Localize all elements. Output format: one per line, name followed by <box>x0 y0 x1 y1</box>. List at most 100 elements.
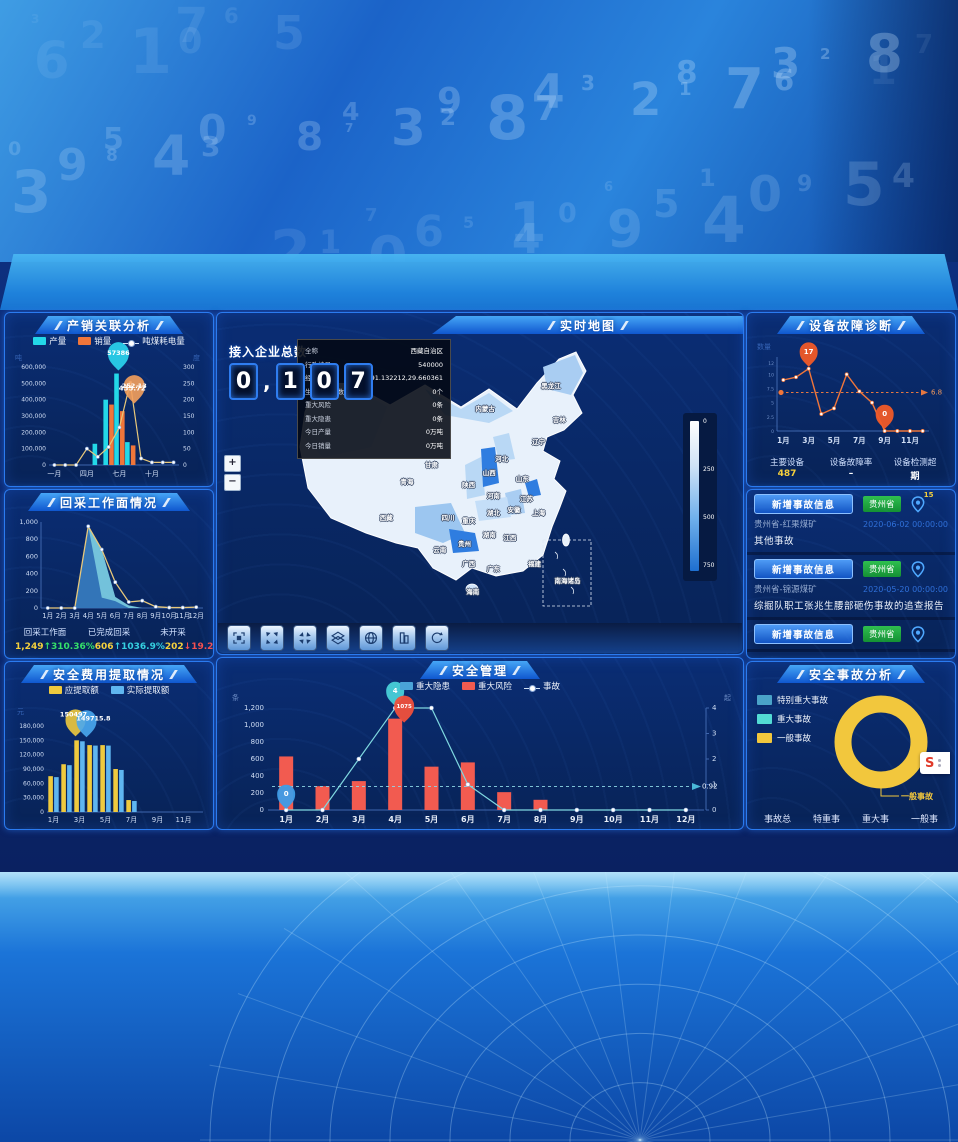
panel-accident-list: 新增事故信息 贵州省 15 贵州省-红果煤矿 2020-06-02 00:00:00 其他… <box>746 489 956 659</box>
legend-item: 事故 <box>524 680 560 692</box>
bg-digit: 6 <box>414 207 444 257</box>
accident-donut-chart[interactable]: 一般事故 <box>803 684 953 808</box>
province-badge[interactable]: 贵州省 <box>863 626 901 642</box>
panel-title: 安全管理 <box>420 661 540 679</box>
location-pin-icon[interactable] <box>911 560 925 578</box>
location-pin-icon[interactable]: 15 <box>911 491 934 513</box>
refresh-icon[interactable] <box>425 625 449 651</box>
svg-text:435.72: 435.72 <box>119 385 146 393</box>
bg-digit: 9 <box>247 113 257 129</box>
svg-text:50: 50 <box>183 446 191 453</box>
svg-text:200: 200 <box>183 397 195 404</box>
accident-card: 新增事故信息 贵州省 15 贵州省-红果煤矿 2020-06-02 00:00:00 其他… <box>747 490 955 555</box>
province-label[interactable]: 甘肃 <box>425 460 439 469</box>
fault-diag-chart[interactable]: 数量 0 2.5 5 7.5 10 12 1月 3月 5月 7月 9月 11月 6.8 17 0 <box>749 337 953 449</box>
new-accident-button[interactable]: 新增事故信息 <box>754 624 854 644</box>
bg-digit: 8 <box>486 83 529 154</box>
province-label[interactable]: 四川 <box>441 514 455 523</box>
zoom-out-button[interactable]: − <box>224 474 241 491</box>
slash-decoration <box>54 321 63 330</box>
province-label[interactable]: 海南 <box>466 587 480 596</box>
svg-text:100: 100 <box>183 429 195 436</box>
svg-text:180,000: 180,000 <box>19 723 44 730</box>
bg-digit: 0 <box>558 198 577 229</box>
layers-icon[interactable] <box>326 625 350 651</box>
province-label[interactable]: 贵州 <box>458 539 472 548</box>
svg-text:12月: 12月 <box>189 612 204 620</box>
prod-sales-chart[interactable]: 0 100,000 200,000 300,000 400,000 500,000 600,… <box>7 342 209 481</box>
province-label[interactable]: 吉林 <box>552 415 566 424</box>
svg-text:数量: 数量 <box>757 342 771 351</box>
svg-text:2月: 2月 <box>56 612 67 620</box>
province-label[interactable]: 福建 <box>528 559 542 568</box>
province-shanghai-highlight <box>525 479 541 497</box>
svg-text:600: 600 <box>251 755 264 763</box>
digit-box: 0 <box>229 363 258 400</box>
province-badge[interactable]: 贵州省 <box>863 496 901 512</box>
province-badge[interactable]: 贵州省 <box>863 561 901 577</box>
province-label[interactable]: 广东 <box>486 565 500 574</box>
legend-item: 一般事故 <box>757 732 828 744</box>
svg-text:400: 400 <box>251 772 264 780</box>
province-label[interactable]: 陕西 <box>462 480 476 489</box>
panel-title: 产销关联分析 <box>35 316 183 334</box>
zoom-in-button[interactable]: + <box>224 455 241 472</box>
province-shade <box>493 433 515 461</box>
province-label[interactable]: 上海 <box>532 508 546 517</box>
province-label[interactable]: 青海 <box>400 477 414 486</box>
accident-date: 2020-05-20 00:00:00 <box>863 585 948 594</box>
panel-realtime-map: 实时地图 接入企业总数 0,107 全称西藏自治区行政编号540000经纬度91… <box>216 312 744 655</box>
svg-text:3月: 3月 <box>74 816 85 824</box>
svg-text:0: 0 <box>712 806 716 814</box>
province-shade <box>505 489 525 515</box>
safety-mgmt-chart[interactable]: 0 200 400 600 800 1,000 1,200 0 1 2 3 4 条 起 1月 2月 3月 4月 5月… <box>220 681 740 826</box>
province-label[interactable]: 江苏 <box>519 494 533 503</box>
safety-mgmt-legend: 重大隐患 重大风险 事故 <box>217 680 743 692</box>
province-label[interactable]: 内蒙古 <box>475 404 495 413</box>
province-label[interactable]: 广西 <box>462 559 476 568</box>
floating-widget[interactable]: S <box>920 752 950 774</box>
svg-text:200,000: 200,000 <box>21 429 46 436</box>
building-icon[interactable] <box>392 625 416 651</box>
svg-text:4: 4 <box>712 704 717 712</box>
province-label[interactable]: 河北 <box>495 455 509 464</box>
svg-text:150,000: 150,000 <box>19 737 44 744</box>
prod-sales-legend: 产量 销量 吨煤耗电量 <box>5 335 213 347</box>
province-label[interactable]: 重庆 <box>462 517 476 526</box>
compress-icon[interactable] <box>293 625 317 651</box>
legend-item: 应提取额 <box>48 684 99 696</box>
province-label[interactable]: 黑龙江 <box>541 381 561 390</box>
province-label[interactable]: 山西 <box>482 469 496 478</box>
province-label[interactable]: 山东 <box>515 475 529 483</box>
province-label[interactable]: 辽宁 <box>532 438 546 447</box>
svg-text:1月: 1月 <box>42 612 53 620</box>
widget-letter: S <box>925 755 935 771</box>
panel-title: 实时地图 <box>432 316 743 334</box>
province-label[interactable]: 安徽 <box>507 506 521 515</box>
svg-text:600,000: 600,000 <box>21 364 46 371</box>
expand-icon[interactable] <box>260 625 284 651</box>
province-label[interactable]: 河南 <box>486 491 500 500</box>
svg-text:7月: 7月 <box>126 816 137 824</box>
province-label[interactable]: 江西 <box>503 534 517 543</box>
svg-text:90,000: 90,000 <box>23 766 44 773</box>
svg-text:8月: 8月 <box>137 612 148 620</box>
province-label[interactable]: 南海诸岛 <box>554 576 581 585</box>
safety-fee-legend: 应提取额 实际提取额 <box>5 684 213 696</box>
location-pin-icon[interactable] <box>911 625 925 643</box>
new-accident-button[interactable]: 新增事故信息 <box>754 559 854 579</box>
safety-fee-chart[interactable]: 0 30,000 60,000 90,000 120,000 150,000 180,000… <box>7 700 211 826</box>
panel-title-text: 设备故障诊断 <box>808 319 894 333</box>
province-label[interactable]: 西藏 <box>379 514 393 523</box>
province-label[interactable]: 湖北 <box>486 508 500 517</box>
svg-text:150: 150 <box>183 413 195 420</box>
province-shade <box>465 457 485 499</box>
fullscreen-icon[interactable] <box>227 625 251 651</box>
province-label[interactable]: 湖南 <box>482 531 496 540</box>
svg-text:4月: 4月 <box>388 815 402 824</box>
province-label[interactable]: 云南 <box>433 545 447 554</box>
bg-digit: 4 <box>342 97 360 126</box>
new-accident-button[interactable]: 新增事故信息 <box>754 494 854 514</box>
globe-icon[interactable] <box>359 625 383 651</box>
